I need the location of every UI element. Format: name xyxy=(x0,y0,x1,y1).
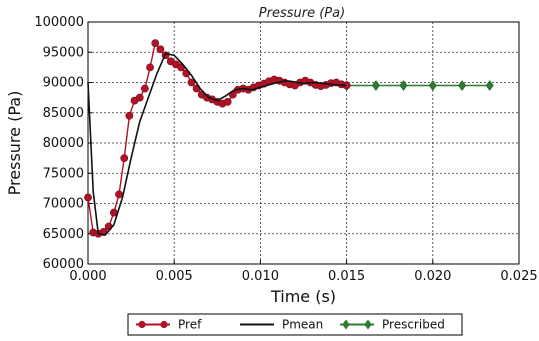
y-tick-label: 85000 xyxy=(43,106,84,121)
data-point-prescribed xyxy=(485,80,494,91)
series-pref xyxy=(84,39,351,238)
y-tick-label: 100000 xyxy=(34,15,84,30)
x-tick-label: 0.010 xyxy=(242,269,279,284)
data-point-pref xyxy=(156,45,165,54)
data-point-pref xyxy=(120,154,129,163)
series xyxy=(84,39,494,238)
data-point-prescribed xyxy=(428,80,437,91)
data-point-pref xyxy=(146,63,154,72)
x-tick-label: 0.015 xyxy=(328,269,365,284)
series-pmean xyxy=(87,52,347,236)
data-point-pref xyxy=(115,190,123,199)
x-tick-label: 0.005 xyxy=(156,269,193,284)
y-tick-label: 90000 xyxy=(43,76,84,91)
legend-entry-pmean: Pmean xyxy=(240,318,323,332)
chart-title: Pressure (Pa) xyxy=(259,6,345,21)
legend-marker-prescribed xyxy=(342,319,350,330)
legend-marker-pref xyxy=(160,320,168,329)
y-tick-label: 75000 xyxy=(43,166,84,181)
data-point-pref xyxy=(84,193,92,202)
legend-entry-pref: Pref xyxy=(136,318,202,332)
x-axis-ticks: 0.000 0.005 0.010 0.015 0.020 0.025 xyxy=(69,260,538,284)
y-tick-label: 60000 xyxy=(43,257,84,272)
y-axis-ticks: 60000 65000 70000 75000 80000 85000 90000 95000… xyxy=(34,15,92,272)
y-tick-label: 65000 xyxy=(43,227,84,242)
legend-box xyxy=(127,313,463,336)
data-point-prescribed xyxy=(399,80,408,91)
data-point-prescribed xyxy=(371,80,380,91)
legend-marker-prescribed xyxy=(364,319,372,330)
grid xyxy=(88,22,519,264)
legend-marker-pref xyxy=(138,320,146,329)
x-tick-label: 0.020 xyxy=(414,269,451,284)
data-point-pref xyxy=(135,93,144,102)
y-tick-label: 80000 xyxy=(43,136,84,151)
y-tick-label: 95000 xyxy=(43,45,84,60)
data-point-pref xyxy=(187,78,196,87)
x-axis-label: Time (s) xyxy=(270,287,336,306)
series-line-pmean xyxy=(87,52,347,236)
y-tick-label: 70000 xyxy=(43,197,84,212)
data-point-prescribed xyxy=(458,80,467,91)
series-prescribed xyxy=(342,80,494,91)
series-line-pref xyxy=(87,41,347,235)
y-axis-label: Pressure (Pa) xyxy=(5,91,24,196)
x-tick-label: 0.025 xyxy=(500,269,537,284)
legend-label-pmean: Pmean xyxy=(282,318,323,332)
data-point-pref xyxy=(140,84,149,93)
legend-label-pref: Pref xyxy=(178,318,202,332)
data-point-pref xyxy=(151,39,160,48)
x-tick-label: 0.000 xyxy=(69,269,106,284)
data-point-pref xyxy=(223,97,232,106)
legend: Pref Pmean Prescribed xyxy=(127,313,463,336)
data-point-pref xyxy=(125,111,134,120)
legend-entry-prescribed: Prescribed xyxy=(340,318,445,332)
legend-label-prescribed: Prescribed xyxy=(382,318,445,332)
